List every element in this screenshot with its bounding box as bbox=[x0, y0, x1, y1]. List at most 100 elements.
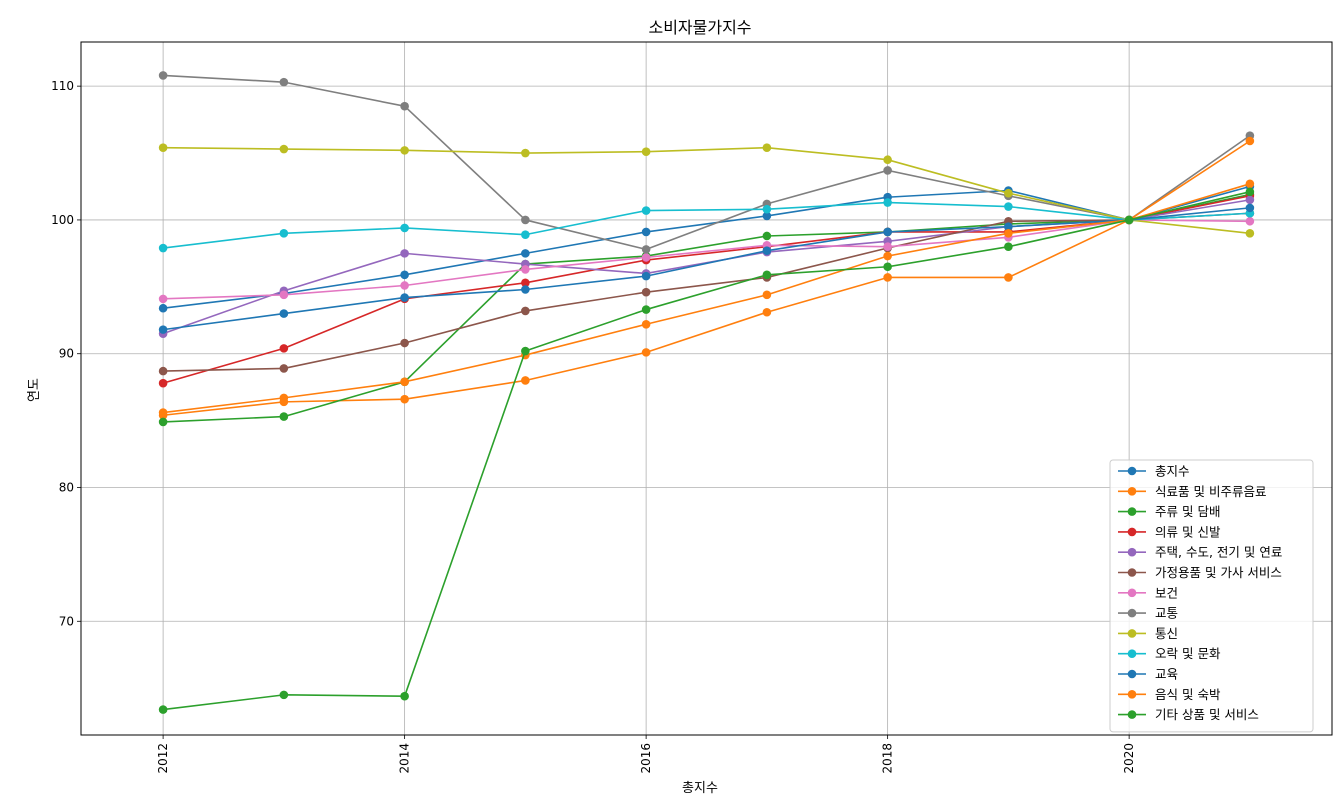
data-point bbox=[158, 417, 168, 427]
data-point bbox=[883, 227, 892, 237]
data-point bbox=[883, 166, 892, 175]
data-point bbox=[158, 408, 168, 417]
data-point bbox=[1245, 187, 1255, 197]
legend-label: 가정용품 및 가사 서비스 bbox=[1155, 565, 1282, 580]
series-line bbox=[163, 191, 1251, 711]
x-tick-label: 2018 bbox=[881, 743, 895, 774]
data-point bbox=[1245, 179, 1255, 189]
data-point bbox=[762, 307, 772, 317]
legend-label: 오락 및 문화 bbox=[1155, 646, 1221, 661]
data-point bbox=[1245, 136, 1255, 146]
data-point bbox=[279, 344, 289, 353]
series-line bbox=[163, 193, 1251, 423]
legend-item: 기타 상품 및 서비스 bbox=[1118, 707, 1259, 722]
data-point bbox=[641, 319, 651, 329]
legend-marker bbox=[1127, 588, 1137, 598]
legend-marker bbox=[1127, 710, 1137, 719]
data-point bbox=[400, 377, 409, 387]
legend-marker bbox=[1127, 527, 1137, 537]
chart-title: 소비자물가지수 bbox=[648, 18, 751, 37]
legend-marker bbox=[1127, 690, 1137, 699]
legend-label: 총지수 bbox=[1155, 464, 1190, 479]
series-group bbox=[158, 71, 1255, 714]
legend-marker bbox=[1127, 547, 1137, 557]
legend-item: 교육 bbox=[1118, 667, 1178, 682]
legend-label: 의류 및 신발 bbox=[1155, 524, 1221, 539]
data-point bbox=[279, 690, 289, 700]
legend-item: 통신 bbox=[1118, 626, 1178, 641]
data-point bbox=[158, 366, 168, 376]
legend-item: 가정용품 및 가사 서비스 bbox=[1118, 565, 1282, 580]
legend-marker bbox=[1127, 507, 1137, 516]
data-point bbox=[400, 249, 409, 258]
data-point bbox=[521, 230, 530, 239]
legend-box bbox=[1109, 459, 1314, 733]
data-point bbox=[762, 231, 772, 241]
legend-marker bbox=[1127, 608, 1137, 618]
data-point bbox=[641, 348, 651, 357]
data-point bbox=[400, 293, 409, 302]
data-point bbox=[1124, 215, 1134, 225]
legend-label: 통신 bbox=[1155, 626, 1178, 641]
data-point bbox=[883, 251, 892, 261]
legend-label: 주택, 수도, 전기 및 연료 bbox=[1155, 545, 1282, 560]
data-point bbox=[400, 281, 409, 290]
data-point bbox=[762, 211, 772, 221]
data-point bbox=[1004, 188, 1013, 198]
data-point bbox=[279, 290, 289, 300]
data-point bbox=[158, 243, 168, 253]
axis-ticks: 2012 2014 2016 2018 2020 70 80 90 100 110 bbox=[51, 79, 1136, 773]
legend-item: 식료품 및 비주류음료 bbox=[1118, 484, 1266, 499]
data-point bbox=[400, 146, 409, 155]
series-line bbox=[163, 140, 1251, 414]
plot-frame bbox=[80, 41, 1333, 736]
legend-label: 기타 상품 및 서비스 bbox=[1155, 707, 1259, 722]
data-point bbox=[1245, 203, 1255, 213]
data-point bbox=[158, 705, 168, 714]
data-point bbox=[158, 325, 168, 334]
y-tick-label: 100 bbox=[51, 213, 74, 227]
series bbox=[158, 187, 1255, 714]
data-point bbox=[521, 265, 530, 274]
data-point bbox=[1245, 216, 1255, 226]
series bbox=[158, 203, 1255, 334]
data-point bbox=[641, 287, 651, 297]
data-point bbox=[641, 271, 651, 281]
data-point bbox=[1245, 195, 1255, 205]
data-point bbox=[1004, 202, 1013, 211]
legend-label: 교통 bbox=[1155, 606, 1178, 621]
data-point bbox=[400, 270, 409, 280]
data-point bbox=[521, 249, 530, 258]
legend-label: 교육 bbox=[1155, 667, 1178, 682]
data-point bbox=[158, 303, 168, 313]
data-point bbox=[883, 198, 892, 207]
data-point bbox=[279, 229, 289, 238]
data-point bbox=[521, 278, 530, 288]
data-point bbox=[279, 144, 289, 154]
data-point bbox=[158, 143, 168, 152]
data-point bbox=[641, 305, 651, 314]
legend-marker bbox=[1127, 487, 1137, 496]
data-point bbox=[158, 294, 168, 304]
data-point bbox=[762, 204, 772, 214]
series-line bbox=[163, 185, 1251, 310]
data-point bbox=[1245, 229, 1255, 238]
legend-label: 보건 bbox=[1155, 585, 1178, 600]
y-tick-label: 90 bbox=[59, 347, 74, 361]
legend-label: 음식 및 숙박 bbox=[1155, 687, 1221, 702]
data-point bbox=[641, 147, 651, 157]
data-point bbox=[1004, 242, 1013, 251]
y-tick-label: 110 bbox=[51, 79, 74, 93]
y-tick-label: 80 bbox=[59, 481, 74, 495]
legend-item: 오락 및 문화 bbox=[1118, 646, 1221, 661]
x-tick-label: 2012 bbox=[156, 743, 170, 774]
data-point bbox=[641, 206, 651, 215]
legend-marker bbox=[1127, 568, 1137, 577]
data-point bbox=[883, 273, 892, 282]
legend-marker bbox=[1127, 649, 1137, 658]
x-axis-label: 총지수 bbox=[682, 781, 718, 796]
data-point bbox=[279, 309, 289, 318]
data-point bbox=[641, 253, 651, 262]
legend-item: 음식 및 숙박 bbox=[1118, 687, 1221, 702]
